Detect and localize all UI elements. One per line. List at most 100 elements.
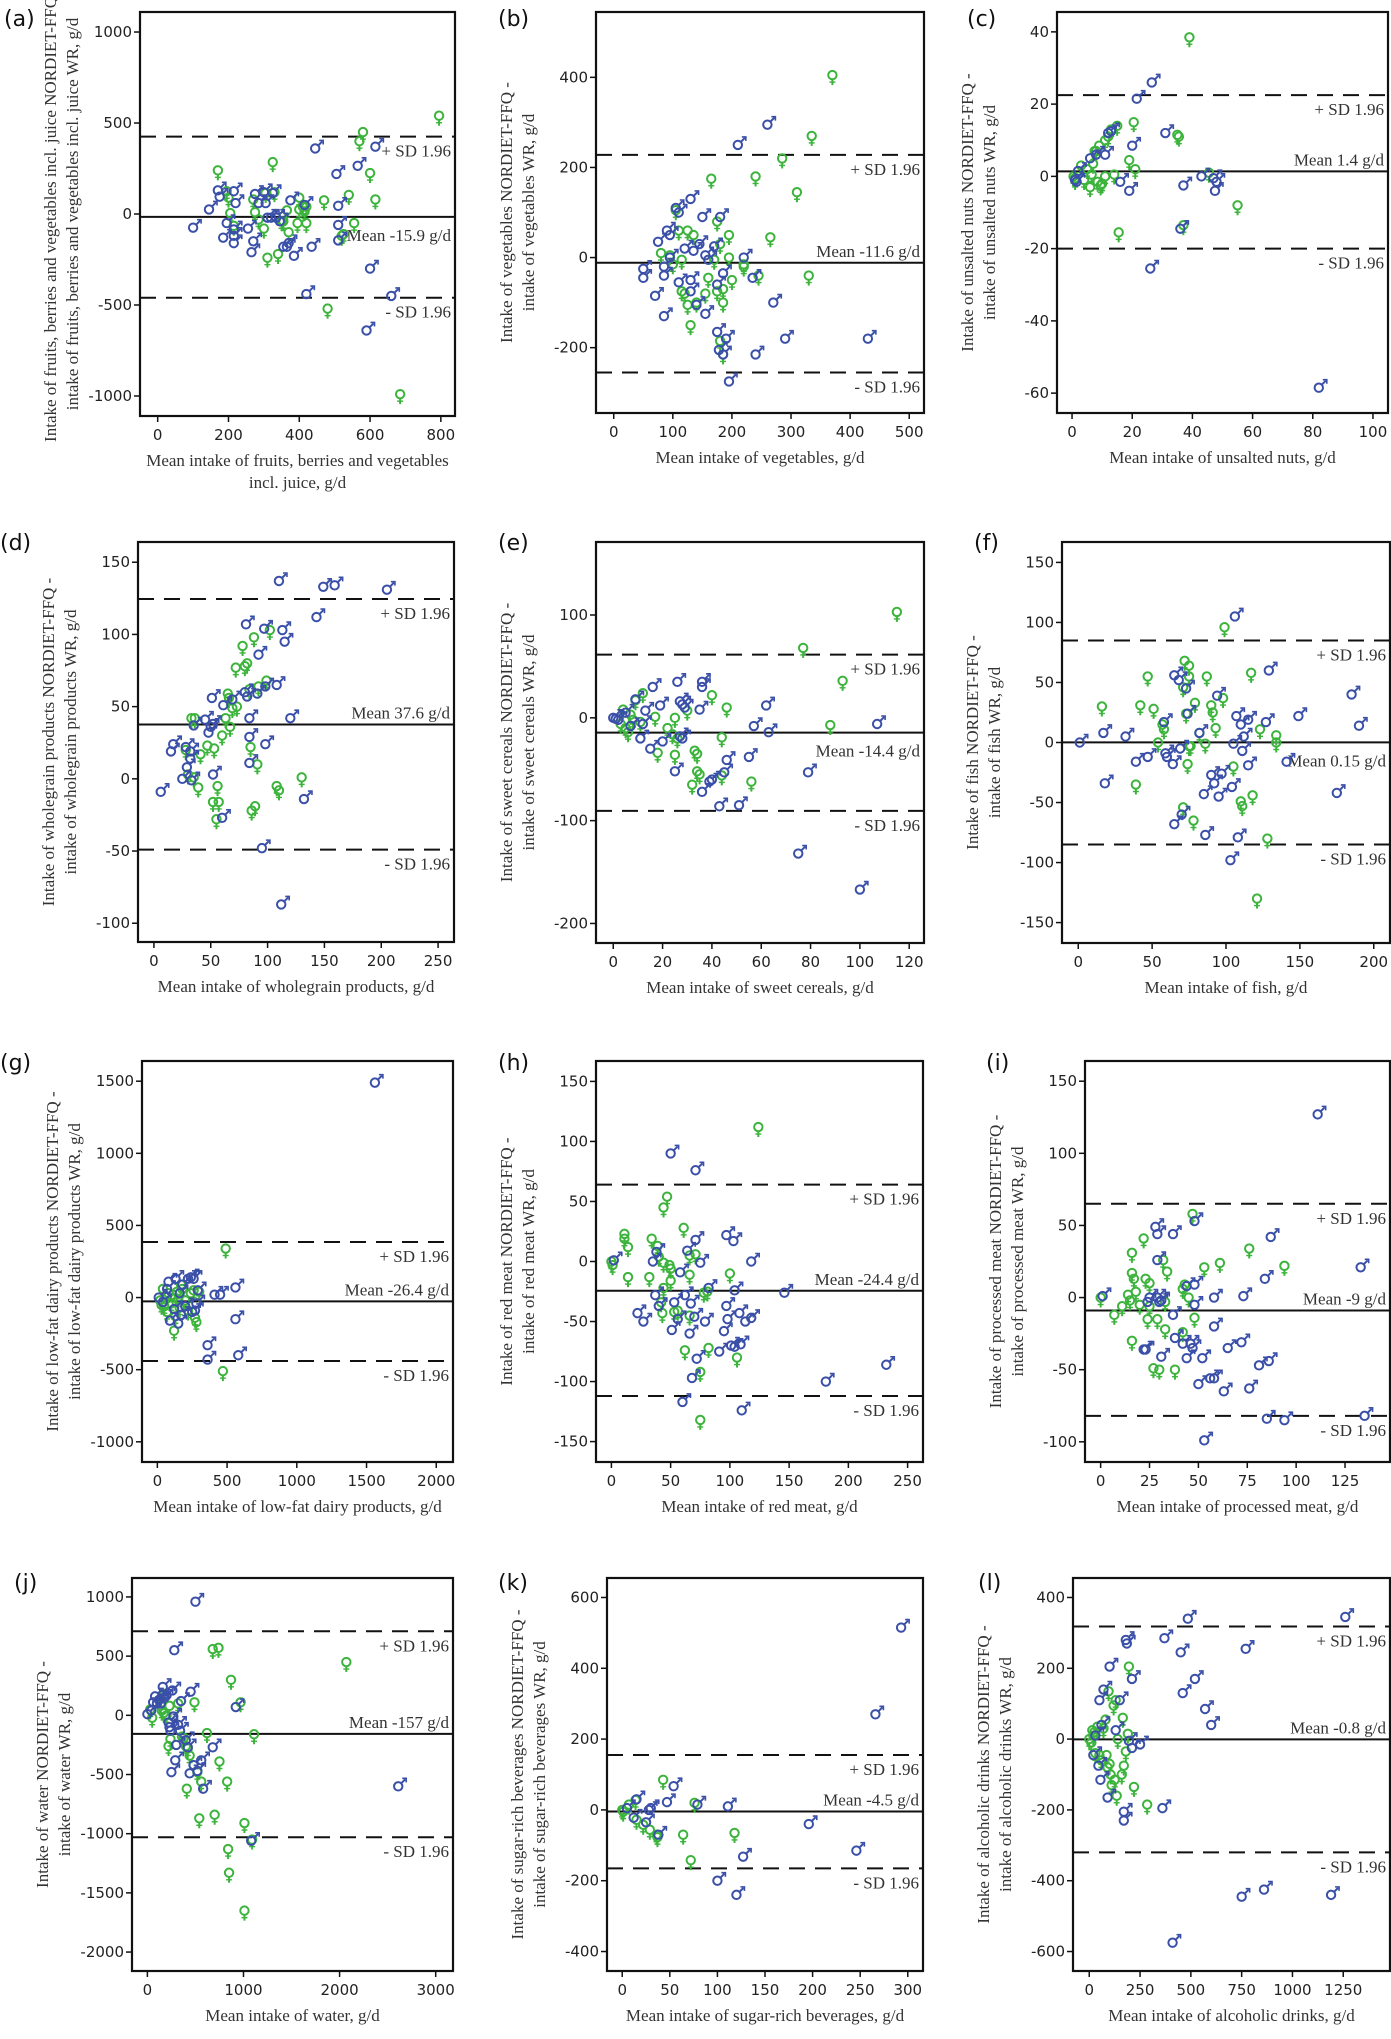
male-point — [731, 1886, 746, 1901]
y-tick-label: -50 — [1030, 794, 1055, 812]
male-point — [186, 771, 201, 786]
female-point — [691, 748, 703, 764]
x-tick-label: 60 — [1243, 423, 1262, 441]
male-point — [737, 1847, 752, 1862]
male-point — [690, 1161, 705, 1176]
female-point — [700, 288, 711, 304]
female-point — [703, 1342, 714, 1358]
female-point — [195, 749, 206, 765]
y-tick-label: -200 — [1031, 1801, 1065, 1819]
lower-limit-label: - SD 1.96 — [385, 303, 451, 322]
male-point — [1208, 1288, 1223, 1303]
male-point — [207, 1738, 222, 1753]
x-tick-label: 2000 — [417, 1472, 455, 1490]
male-point — [668, 1777, 683, 1792]
y-axis-label: Intake of fish NORDIET-FFQ - — [963, 635, 982, 850]
panel-b: (b) -200 0 200 400 0 100 200 300 400 500 + SD 1.96 M… — [497, 7, 926, 467]
male-point — [267, 184, 282, 199]
female-point — [301, 201, 312, 217]
female-point — [746, 776, 757, 792]
x-tick-label: 400 — [285, 426, 314, 444]
male-point — [722, 1797, 737, 1812]
female-point — [272, 248, 284, 265]
male-point — [1218, 1382, 1233, 1397]
x-tick-label: 100 — [846, 953, 875, 971]
female-point — [209, 1809, 220, 1825]
x-tick-label: 80 — [1303, 423, 1322, 441]
male-point — [851, 1841, 866, 1856]
y-tick-label: 0 — [120, 770, 130, 788]
male-point — [708, 237, 723, 252]
panel-label: (d) — [0, 531, 31, 556]
male-point — [1167, 755, 1182, 770]
male-point — [1198, 785, 1213, 800]
female-point — [726, 274, 738, 291]
plot-frame — [594, 540, 926, 945]
female-point — [1173, 131, 1185, 147]
panel-c: (c) -60 -40 -20 0 20 40 0 20 40 60 80 100 + SD 1.96 Me… — [958, 7, 1390, 467]
y-tick-label: 1000 — [96, 1144, 134, 1162]
male-point — [1088, 1746, 1103, 1761]
female-point — [716, 732, 727, 748]
plot-frame — [1055, 10, 1390, 415]
male-point — [672, 673, 687, 688]
y-axis-label: intake of red meat WR, g/d — [519, 1169, 538, 1354]
male-point — [1093, 1756, 1108, 1771]
x-tick-label: 300 — [893, 1981, 922, 1999]
x-tick-label: 100 — [1359, 423, 1388, 441]
y-tick-label: -100 — [1020, 854, 1054, 872]
y-tick-label: -100 — [1043, 1433, 1077, 1451]
male-point — [631, 1790, 646, 1805]
x-axis-label: incl. juice, g/d — [249, 473, 347, 492]
upper-limit-label: + SD 1.96 — [379, 1636, 449, 1655]
y-tick-label: 100 — [559, 606, 588, 624]
male-point — [1213, 787, 1228, 802]
y-tick-label: 200 — [570, 1730, 599, 1748]
female-point — [223, 1867, 235, 1883]
y-tick-label: 50 — [1035, 673, 1054, 691]
female-point — [1244, 1243, 1255, 1259]
x-tick-label: 20 — [1123, 423, 1142, 441]
male-point — [1189, 1295, 1204, 1310]
y-tick-label: 100 — [1025, 613, 1054, 631]
male-point — [206, 689, 221, 704]
male-point — [1325, 1886, 1340, 1901]
male-point — [711, 323, 726, 338]
male-point — [1159, 1629, 1174, 1644]
female-point — [685, 319, 696, 336]
panel-h: (h) -150 -100 -50 0 50 100 150 0 50 100 150 200 250 + … — [497, 1051, 925, 1516]
male-point — [714, 1342, 729, 1357]
male-point — [712, 1871, 727, 1886]
male-point — [167, 1681, 182, 1696]
x-tick-label: 250 — [424, 952, 453, 970]
male-point — [361, 321, 376, 336]
male-point — [645, 1799, 660, 1814]
male-point — [651, 1243, 666, 1258]
female-point — [273, 785, 285, 801]
female-point — [213, 796, 224, 812]
male-point — [612, 711, 627, 726]
male-point — [672, 1310, 687, 1325]
male-point — [1156, 1347, 1171, 1362]
male-point — [202, 1350, 217, 1365]
female-point — [239, 1817, 250, 1834]
female-point — [695, 1414, 706, 1430]
male-point — [637, 715, 652, 730]
female-point — [1118, 1760, 1130, 1776]
x-tick-label: 40 — [1183, 423, 1202, 441]
y-axis-label: intake of processed meat WR, g/d — [1008, 1146, 1027, 1377]
female-point — [837, 675, 848, 691]
male-point — [248, 232, 263, 247]
female-point — [248, 1729, 260, 1745]
x-tick-label: 200 — [1359, 953, 1388, 971]
female-point — [348, 217, 360, 234]
male-point — [230, 1698, 245, 1713]
female-point — [827, 69, 838, 86]
female-point — [1128, 1781, 1140, 1797]
x-axis-label: Mean intake of vegetables, g/d — [655, 448, 865, 467]
lower-limit-label: - SD 1.96 — [1318, 254, 1384, 273]
female-point — [649, 711, 661, 727]
female-point — [216, 730, 228, 746]
male-point — [686, 1369, 701, 1384]
x-tick-label: 150 — [1286, 953, 1315, 971]
